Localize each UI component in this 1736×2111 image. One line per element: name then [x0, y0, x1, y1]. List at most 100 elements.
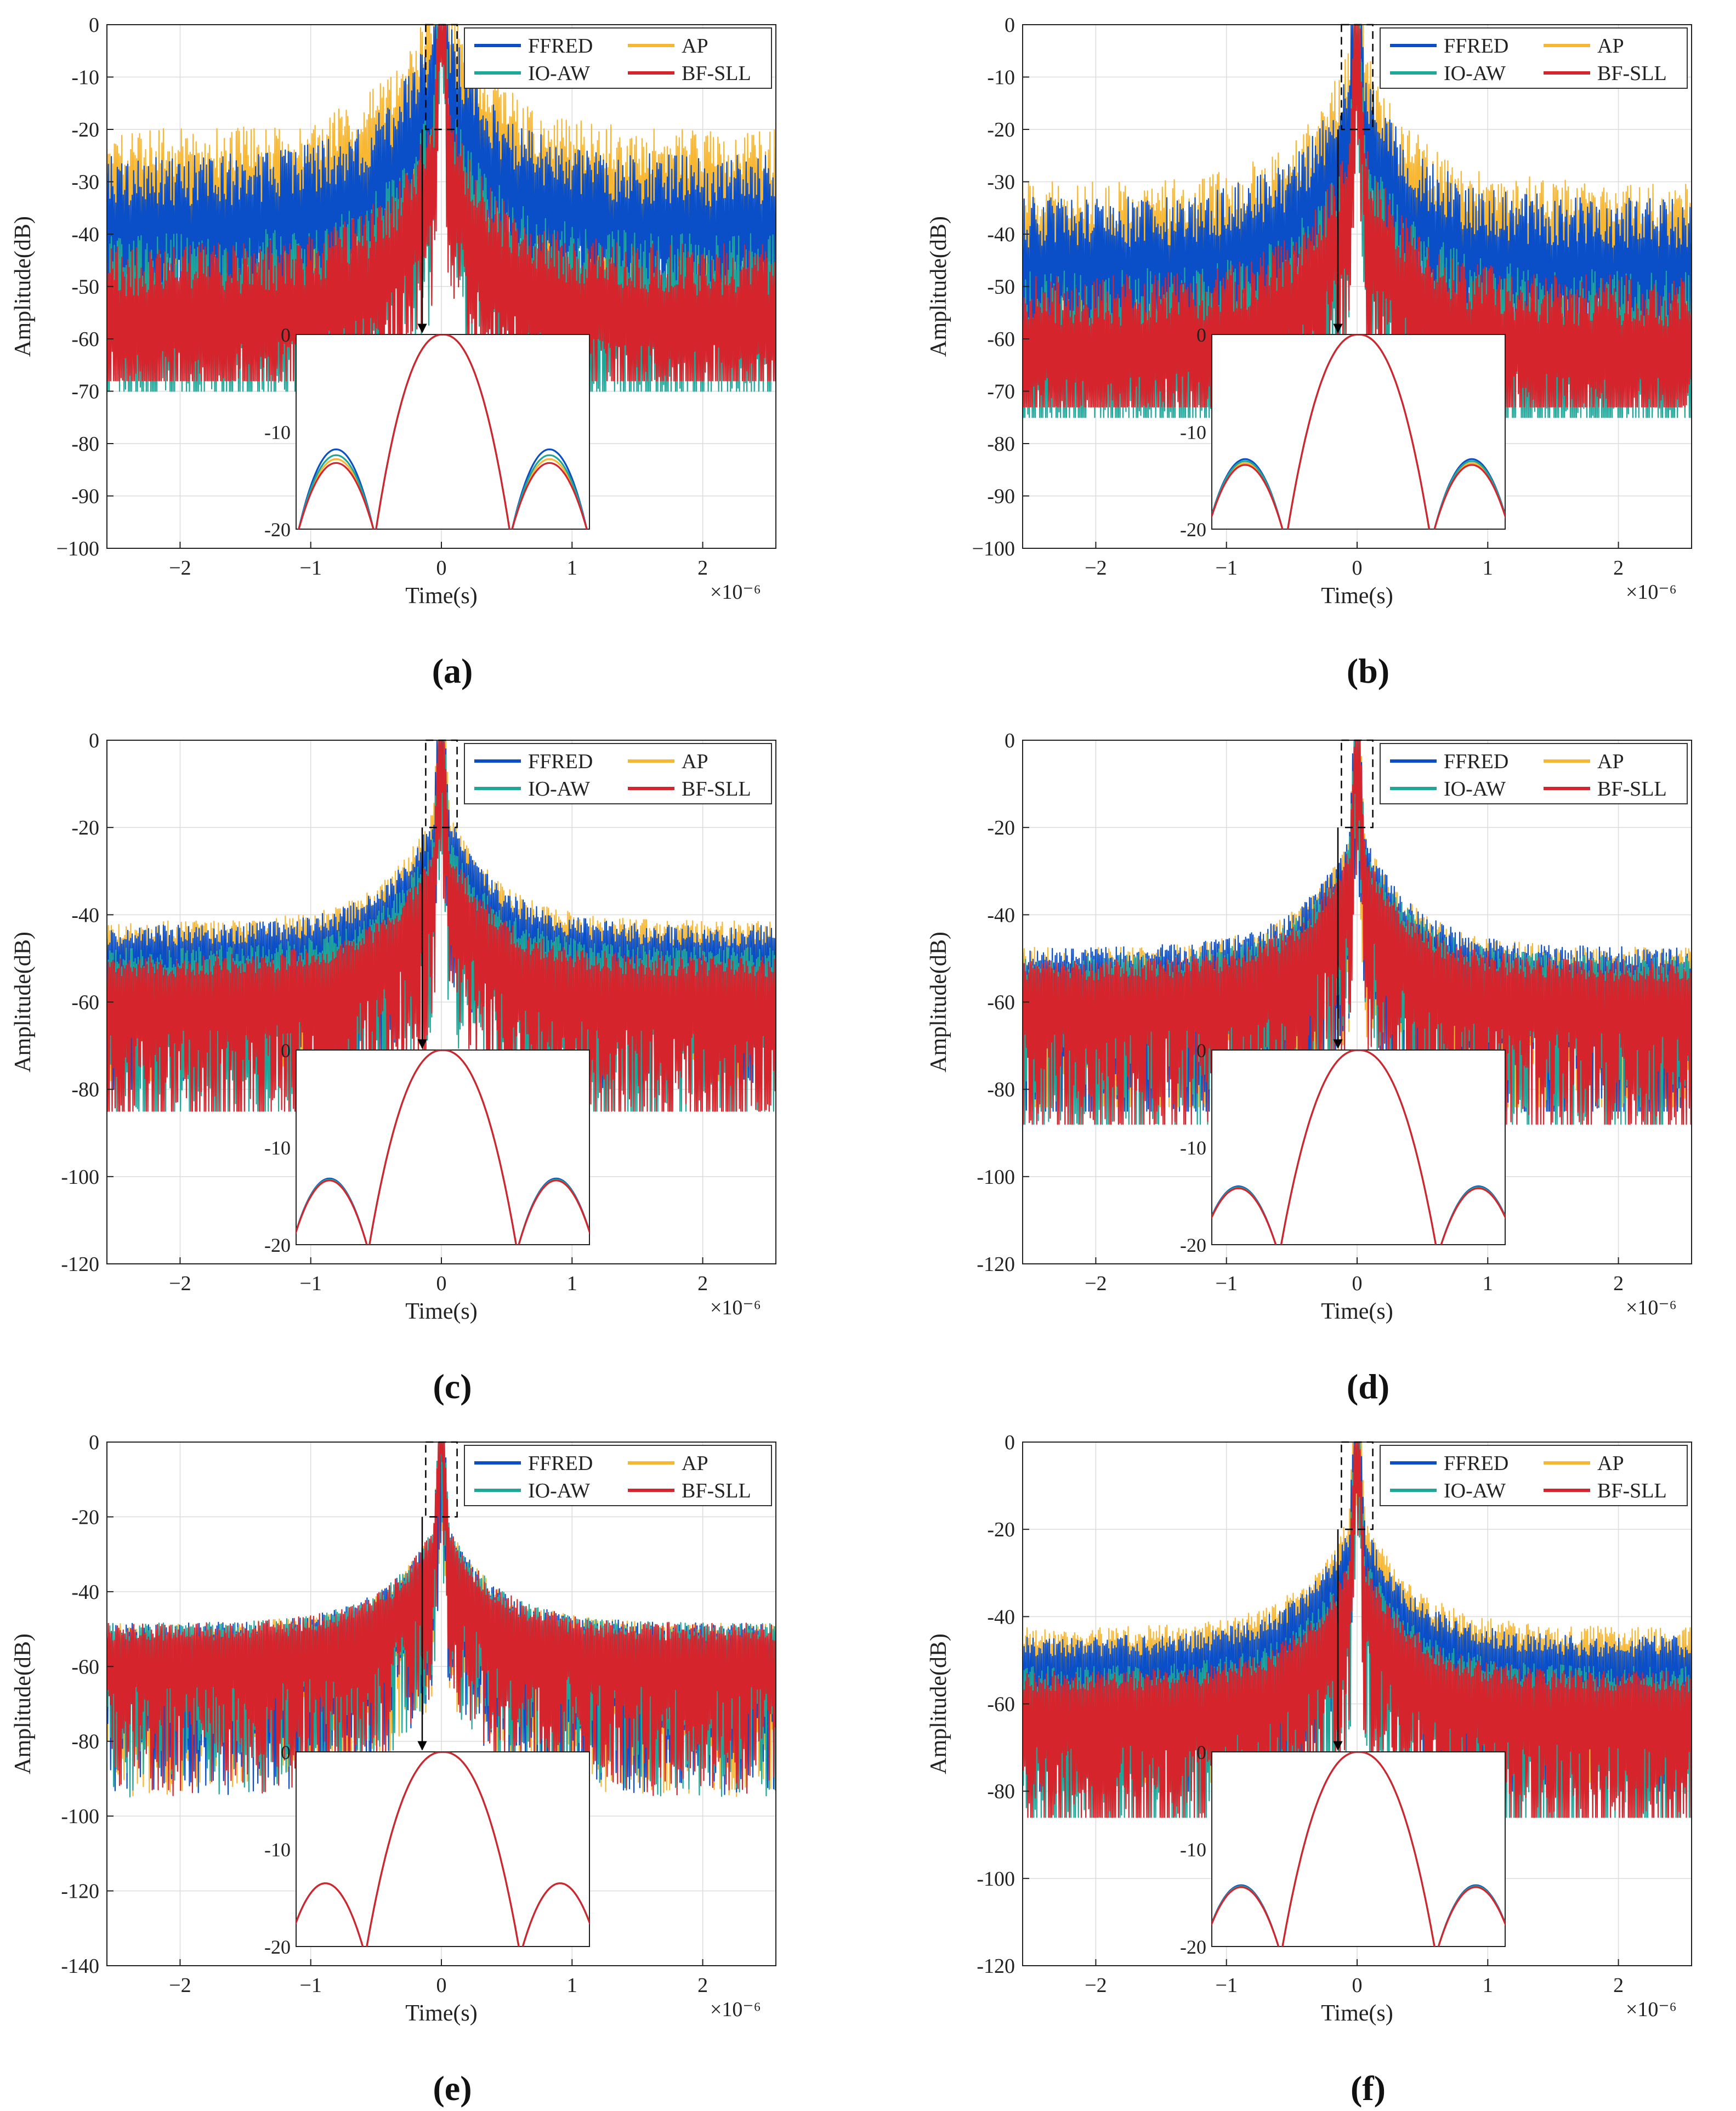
series-traces — [107, 25, 776, 392]
y-tick-label: 0 — [89, 14, 99, 37]
x-tick-label: −2 — [1085, 557, 1107, 580]
inset-mainlobe-bf-sll — [1281, 1752, 1436, 1947]
x-exponent-label: ×10⁻⁶ — [710, 581, 761, 604]
x-tick-label: 0 — [436, 1974, 447, 1997]
inset-y-tick-label: -20 — [264, 1936, 291, 1958]
legend: FFRED AP IO-AW BF-SLL — [464, 27, 772, 89]
legend-label-io-aw: IO-AW — [1444, 1479, 1506, 1502]
inset-mainlobe-bf-sll — [368, 1050, 517, 1245]
y-tick-label: -90 — [71, 485, 99, 508]
inset-curves — [296, 1050, 589, 1245]
inset-sidelobe-io-aw — [298, 454, 375, 529]
legend: FFRED AP IO-AW BF-SLL — [464, 1445, 772, 1506]
inset-y-tick-label: -10 — [1180, 1137, 1206, 1159]
inset-mainlobe-bf-sll — [1287, 334, 1430, 529]
y-tick-label: -100 — [61, 1166, 99, 1189]
y-tick-label: -80 — [71, 1079, 99, 1102]
legend-label-bf-sll: BF-SLL — [1597, 62, 1667, 85]
x-exponent-label: ×10⁻⁶ — [710, 1296, 761, 1319]
inset-mainlobe-bf-sll — [1280, 1050, 1437, 1245]
series-line-ap — [107, 740, 776, 1081]
inset-y-tick-label: -20 — [1180, 1234, 1206, 1256]
series-line-ffred — [107, 25, 776, 314]
y-axis-label: Amplitude(dB) — [10, 932, 36, 1072]
series-traces — [1023, 1442, 1692, 1818]
x-tick-label: −1 — [300, 1974, 322, 1997]
y-tick-label: -40 — [987, 904, 1015, 927]
y-tick-label: -20 — [987, 816, 1015, 839]
y-tick-label: -30 — [71, 171, 99, 194]
series-line-bf-sll — [1023, 740, 1692, 1125]
x-tick-label: 0 — [1352, 557, 1363, 580]
y-tick-label: -120 — [977, 1253, 1015, 1276]
series-line-ffred — [1023, 740, 1692, 1112]
inset: 0 -10 -20 — [1180, 1741, 1506, 1958]
legend-label-ap: AP — [1597, 35, 1624, 58]
inset-curves — [1212, 1752, 1505, 1947]
inset-sidelobe-bf-sll — [1433, 464, 1505, 529]
y-tick-label: -40 — [71, 1581, 99, 1604]
x-tick-label: −2 — [169, 1272, 191, 1295]
x-exponent-label: ×10⁻⁶ — [1626, 1296, 1677, 1319]
legend-label-ffred: FFRED — [1444, 750, 1508, 773]
series-line-io-aw — [1023, 1442, 1692, 1818]
x-tick-label: 1 — [567, 1974, 577, 1997]
legend-box — [464, 1445, 772, 1506]
inset-sidelobe-bf-sll — [1437, 1886, 1505, 1947]
inset: 0 -10 -20 — [264, 1040, 590, 1256]
y-tick-label: -50 — [71, 276, 99, 299]
x-tick-label: −2 — [169, 1974, 191, 1997]
y-tick-label: -40 — [987, 223, 1015, 246]
y-tick-label: 0 — [89, 729, 99, 752]
inset-box — [1211, 334, 1506, 530]
ticks — [1023, 1442, 1619, 1966]
inset-y-tick-label: -10 — [264, 1839, 291, 1861]
inset-y-tick-label: -20 — [1180, 519, 1206, 541]
y-tick-label: -60 — [987, 1693, 1015, 1716]
y-tick-label: -100 — [61, 1805, 99, 1828]
x-tick-label: −2 — [169, 557, 191, 580]
y-tick-label: -100 — [977, 1166, 1015, 1189]
inset-sidelobe-bf-sll — [1212, 1886, 1280, 1947]
y-tick-label: -10 — [71, 66, 99, 89]
y-tick-label: -80 — [987, 1780, 1015, 1803]
x-tick-label: 2 — [697, 1974, 708, 1997]
inset-sidelobe-io-aw — [511, 454, 588, 529]
y-axis-label: Amplitude(dB) — [10, 1633, 36, 1774]
y-tick-label: −100 — [972, 537, 1015, 560]
legend-box — [1380, 743, 1688, 804]
zoom-box — [1341, 24, 1374, 130]
legend: FFRED AP IO-AW BF-SLL — [1380, 27, 1688, 89]
x-tick-label: −1 — [300, 557, 322, 580]
inset-sidelobe-ffred — [298, 448, 375, 529]
x-tick-label: 0 — [1352, 1272, 1363, 1295]
x-tick-label: 2 — [1613, 557, 1624, 580]
x-tick-label: 1 — [1483, 1974, 1493, 1997]
y-tick-label: -80 — [71, 433, 99, 456]
legend-label-bf-sll: BF-SLL — [1597, 778, 1667, 801]
y-tick-label: -20 — [71, 118, 99, 141]
zoom-box — [425, 739, 458, 828]
y-tick-label: 0 — [1005, 14, 1015, 37]
inset-sidelobe-bf-sll — [521, 1882, 589, 1947]
legend-label-io-aw: IO-AW — [528, 1479, 590, 1502]
legend-label-io-aw: IO-AW — [528, 778, 590, 801]
ticks — [107, 1442, 704, 1966]
x-axis-label: Time(s) — [405, 1299, 477, 1324]
y-tick-label: -20 — [987, 118, 1015, 141]
x-tick-label: 0 — [436, 1272, 447, 1295]
y-tick-label: -80 — [71, 1730, 99, 1754]
legend-box — [1380, 27, 1688, 89]
inset-sidelobe-bf-sll — [296, 1179, 368, 1245]
x-exponent-label: ×10⁻⁶ — [1626, 1998, 1677, 2021]
y-tick-label: -20 — [71, 816, 99, 839]
ticks — [1023, 24, 1619, 549]
legend-label-bf-sll: BF-SLL — [682, 62, 751, 85]
x-tick-label: −1 — [1216, 557, 1238, 580]
y-tick-label: -20 — [71, 1506, 99, 1529]
ticks — [107, 24, 704, 549]
series-line-io-aw — [107, 740, 776, 1112]
